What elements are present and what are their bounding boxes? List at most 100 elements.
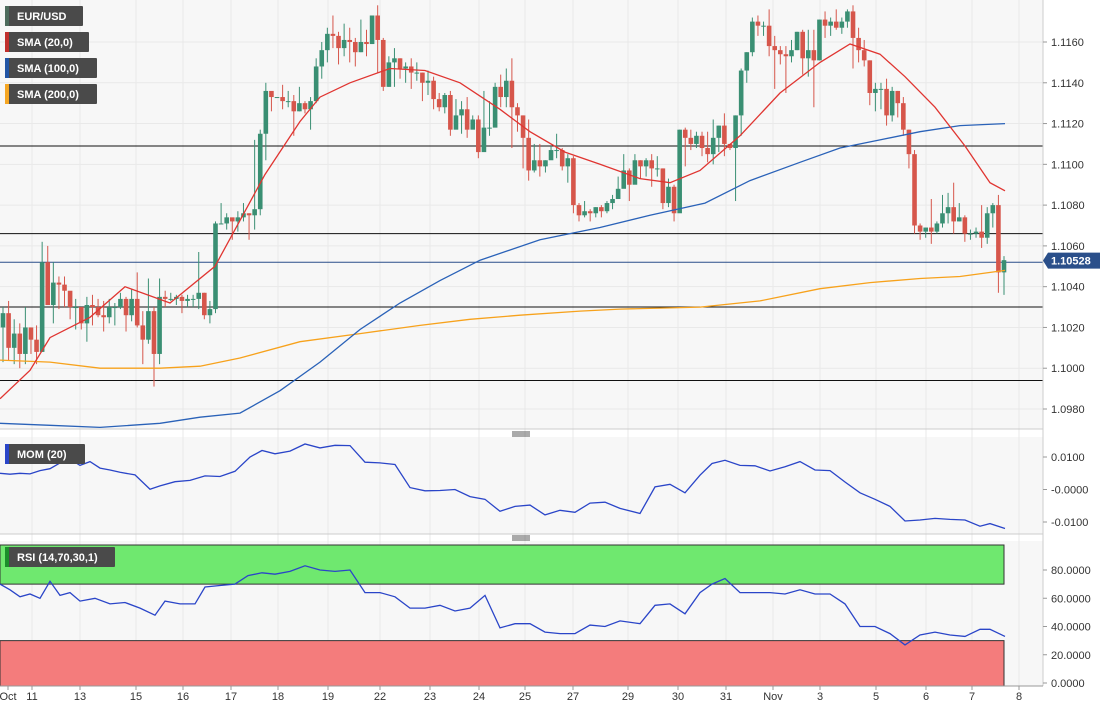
candle: [464, 97, 470, 138]
candle: [794, 31, 800, 51]
candle: [325, 27, 330, 63]
candle: [654, 156, 660, 177]
last-price-tag: 1.10528: [1043, 252, 1100, 269]
x-tick-label: 5: [873, 691, 879, 703]
x-axis: Oct 11 13 15 16 17 18 19 22 23 24 25 27 29 30 31 Nov 3 5 6 7…: [0, 686, 1022, 703]
legend-badge-1[interactable]: SMA (20,0): [5, 32, 89, 52]
candle: [274, 97, 280, 99]
candle: [945, 192, 951, 224]
candle: [90, 294, 95, 326]
x-tick-label: 13: [74, 691, 86, 703]
rsi-tick-label: 60.0000: [1051, 593, 1091, 605]
candle: [453, 99, 459, 130]
candle: [677, 129, 682, 214]
candle: [627, 168, 632, 202]
candle: [621, 154, 627, 189]
x-tick-label: Nov: [763, 691, 783, 703]
candle: [509, 58, 515, 149]
candle: [805, 29, 811, 77]
candle: [369, 15, 375, 45]
candle: [778, 46, 783, 65]
candle: [772, 35, 778, 89]
svg-text:MOM (20): MOM (20): [17, 449, 67, 461]
candle: [515, 103, 520, 132]
x-tick-label: 7: [969, 691, 975, 703]
x-tick-label: 8: [1016, 691, 1022, 703]
svg-text:RSI (14,70,30,1): RSI (14,70,30,1): [17, 552, 98, 564]
x-tick-label: 11: [26, 691, 37, 703]
momentum-tick-label: -0.0000: [1051, 485, 1088, 497]
candle: [750, 17, 755, 57]
candle: [487, 101, 492, 136]
candle: [817, 19, 822, 61]
candle: [34, 325, 39, 365]
candle: [554, 133, 559, 159]
momentum-line: [0, 443, 1006, 530]
candle: [285, 90, 291, 108]
candle: [380, 37, 386, 91]
candle: [257, 129, 263, 216]
candle: [990, 203, 996, 228]
candle: [6, 300, 11, 361]
y-axes: 1.1160 1.1140 1.1120 1.1100 1.1080 1.1060 1.10…: [1043, 37, 1091, 690]
candle: [252, 139, 257, 230]
candle: [229, 217, 235, 240]
candle: [297, 86, 302, 112]
candle: [845, 9, 850, 28]
candle: [403, 62, 408, 83]
candle: [682, 127, 688, 167]
rsi-tick-label: 40.0000: [1051, 622, 1091, 634]
candle: [873, 82, 878, 112]
candle: [951, 182, 956, 234]
candle: [878, 82, 884, 110]
sma-200-line: [0, 269, 1006, 369]
candle: [889, 86, 895, 122]
candle: [912, 150, 917, 234]
candle: [968, 229, 973, 240]
candle: [783, 46, 789, 93]
candle: [218, 203, 224, 225]
candle: [901, 97, 906, 136]
x-tick-label: 17: [225, 691, 237, 703]
legend-badge-2[interactable]: SMA (100,0): [5, 58, 97, 78]
candle: [582, 201, 587, 218]
candle: [531, 143, 537, 173]
candle: [856, 27, 861, 63]
candle: [330, 15, 336, 49]
candle: [39, 241, 45, 352]
panel-resize-handle[interactable]: [512, 431, 530, 437]
candle: [548, 145, 554, 161]
price-tick-label: 1.1040: [1051, 282, 1085, 294]
candle: [202, 292, 207, 320]
candle: [929, 198, 934, 244]
horizontal-levels: [0, 145, 1043, 381]
x-tick-label: 22: [374, 691, 386, 703]
candlesticks: [0, 5, 1007, 387]
price-tick-label: 1.1120: [1051, 119, 1084, 131]
candle: [235, 211, 241, 232]
last-price-badge: [1043, 252, 1100, 269]
candle: [716, 125, 722, 153]
rsi-legend[interactable]: RSI (14,70,30,1): [5, 547, 115, 567]
momentum-panel-bg: [0, 437, 1043, 534]
rsi-tick-label: 0.0000: [1051, 678, 1085, 690]
candle: [190, 294, 196, 308]
momentum-legend[interactable]: MOM (20): [5, 444, 85, 464]
candle: [884, 78, 889, 126]
candle: [28, 327, 34, 354]
candle: [705, 131, 710, 163]
panel-resize-handle[interactable]: [512, 535, 530, 541]
candle: [867, 60, 873, 106]
candle: [923, 227, 929, 238]
candle: [593, 207, 599, 218]
momentum-tick-label: 0.0100: [1051, 452, 1085, 464]
candle: [420, 72, 425, 102]
candle: [436, 92, 442, 112]
legend-badge-3[interactable]: SMA (200,0): [5, 84, 97, 104]
legend-badge-0[interactable]: EUR/USD: [5, 6, 83, 26]
price-tick-label: 1.1080: [1051, 200, 1085, 212]
svg-text:SMA (200,0): SMA (200,0): [17, 89, 79, 101]
candle: [459, 101, 464, 134]
candle: [23, 307, 28, 365]
